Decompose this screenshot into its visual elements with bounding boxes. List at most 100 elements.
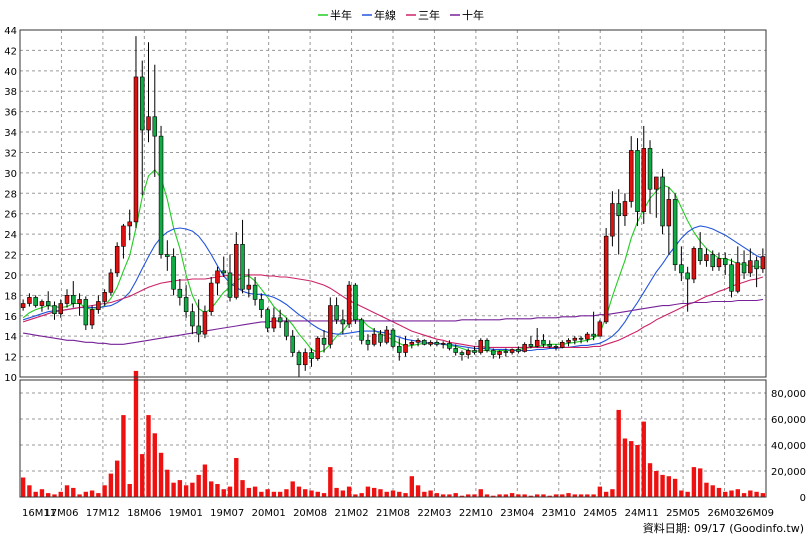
candle: [215, 266, 220, 296]
volume-bar: [177, 480, 183, 497]
candle: [735, 246, 741, 294]
volume-bar: [616, 409, 621, 497]
volume-bar: [597, 486, 603, 497]
volume-bar: [33, 491, 38, 497]
candle-body: [591, 333, 596, 337]
candle: [672, 193, 678, 271]
price-tick-label: 34: [4, 128, 17, 139]
candle: [434, 340, 440, 347]
candle: [234, 232, 239, 300]
volume-bar: [114, 460, 120, 497]
volume-bar: [71, 487, 76, 497]
volume-bar: [516, 494, 521, 497]
candle-body: [265, 309, 270, 329]
candle: [378, 330, 383, 347]
candle: [259, 293, 264, 318]
candle: [760, 248, 766, 273]
volume-bar: [403, 493, 408, 497]
volume-bar: [434, 493, 440, 497]
price-tick-label: 44: [4, 26, 17, 37]
volume-bar: [340, 490, 346, 497]
volume-bar: [716, 487, 722, 497]
candle: [440, 341, 446, 349]
volume-bar: [509, 493, 515, 497]
candle-body: [190, 311, 195, 327]
date-tick-label: 25M05: [666, 508, 700, 519]
volume-bar: [704, 482, 709, 497]
date-tick-label: 22M10: [459, 508, 493, 519]
candle-body: [45, 301, 51, 306]
candle: [146, 42, 151, 143]
volume-bar: [553, 494, 559, 497]
candle: [328, 297, 333, 349]
candle: [628, 136, 634, 208]
candle: [315, 336, 321, 361]
candle-body: [641, 148, 646, 212]
candle: [208, 276, 214, 316]
candle-body: [127, 221, 132, 227]
candle-body: [760, 256, 766, 270]
candle: [171, 248, 176, 296]
candle-body: [553, 346, 559, 348]
candle-body: [246, 284, 252, 290]
price-tick-label: 40: [4, 67, 17, 78]
candle-body: [302, 352, 308, 366]
candle-body: [52, 305, 57, 315]
candle-body: [685, 272, 690, 280]
date-tick-label: 16M11: [22, 508, 56, 519]
legend-label-3: 十年: [462, 8, 484, 22]
candle-body: [516, 349, 521, 352]
candle-body: [384, 329, 389, 343]
candle: [77, 293, 82, 316]
candle-body: [509, 349, 515, 353]
date-tick-label: 21M08: [376, 508, 410, 519]
volume-bar: [491, 495, 496, 497]
date-tick-label: 20M08: [293, 508, 327, 519]
date-tick-label: 17M12: [86, 508, 120, 519]
candle-body: [58, 303, 63, 315]
volume-bar: [77, 494, 82, 497]
volume-bar: [447, 494, 452, 497]
volume-tick-label: 40,000: [771, 441, 806, 452]
candle: [353, 283, 358, 324]
candle: [666, 187, 672, 255]
volume-bar: [371, 487, 377, 497]
volume-bar: [534, 494, 540, 497]
price-grid: [20, 30, 766, 377]
candle-body: [33, 297, 38, 306]
candle: [603, 227, 609, 324]
volume-tick-label: 80,000: [771, 389, 806, 400]
candle: [647, 140, 653, 214]
candle: [321, 330, 327, 353]
volume-tick-label: 60,000: [771, 415, 806, 426]
candle-body: [183, 297, 189, 312]
candle-body: [71, 295, 76, 304]
candle-body: [296, 352, 302, 366]
candle: [152, 64, 158, 177]
volume-bar: [52, 494, 57, 497]
volume-bar: [710, 485, 715, 497]
candle-body: [133, 76, 139, 223]
candle-body: [541, 339, 546, 345]
volume-plot-frame: [19, 379, 767, 498]
candle-body: [77, 299, 82, 304]
candle: [597, 319, 603, 337]
candle: [83, 296, 89, 331]
price-tick-label: 36: [4, 108, 17, 119]
candle: [748, 248, 753, 277]
candle: [472, 346, 477, 355]
candle-body: [704, 254, 709, 261]
candle-body: [415, 339, 421, 343]
date-tick-label: 26M03: [708, 508, 742, 519]
volume-bar: [89, 490, 95, 497]
volume-bar: [140, 454, 145, 497]
candle: [591, 311, 596, 341]
candle: [560, 340, 565, 349]
volume-bar: [453, 493, 458, 497]
candle-body: [196, 325, 201, 335]
volume-bar: [503, 494, 509, 497]
candle: [534, 328, 540, 348]
volume-bar: [303, 489, 308, 497]
candle-body: [578, 337, 584, 340]
volume-bar: [64, 485, 70, 497]
